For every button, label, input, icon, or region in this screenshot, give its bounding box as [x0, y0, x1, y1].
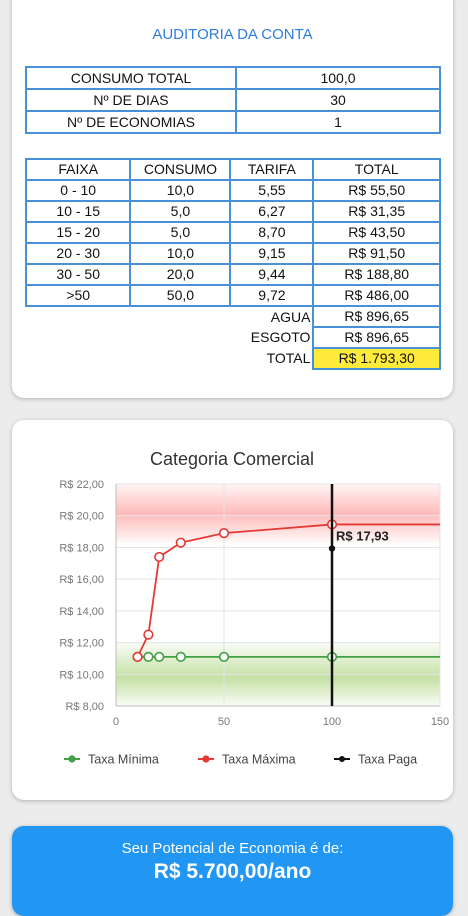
cell-total: R$ 91,50	[312, 242, 441, 265]
cell-consumo: 5,0	[129, 200, 232, 223]
cell-consumo: 50,0	[129, 284, 232, 307]
savings-banner: Seu Potencial de Economia é de: R$ 5.700…	[12, 826, 453, 916]
table-row: 30 - 50 20,0 9,44 R$ 188,80	[24, 263, 441, 286]
cell-tarifa: 9,72	[229, 284, 315, 307]
cell-tarifa: 9,15	[229, 242, 315, 265]
data-point	[175, 651, 186, 662]
legend-label: Taxa Mínima	[88, 753, 159, 767]
cell-consumo: 10,0	[129, 179, 232, 202]
summary-table: CONSUMO TOTAL 100,0 Nº DE DIAS 30 Nº DE …	[25, 66, 441, 134]
cell-tarifa: 6,27	[229, 200, 315, 223]
data-point	[175, 537, 186, 548]
data-point	[132, 651, 143, 662]
audit-title: AUDITORIA DA CONTA	[152, 26, 313, 43]
summary-label: CONSUMO TOTAL	[25, 66, 237, 90]
table-row: 10 - 15 5,0 6,27 R$ 31,35	[24, 200, 441, 223]
summary-label: Nº DE ECONOMIAS	[25, 110, 237, 134]
header-faixa: FAIXA	[24, 158, 132, 181]
savings-value: R$ 5.700,00/ano	[153, 860, 312, 883]
y-tick-label: R$ 20,00	[59, 511, 104, 523]
summary-row-economias: Nº DE ECONOMIAS 1	[25, 110, 441, 134]
cell-tarifa: 8,70	[229, 221, 315, 244]
cell-tarifa: 5,55	[229, 179, 315, 202]
header-total: TOTAL	[312, 158, 441, 181]
total-row: TOTAL R$ 1.793,30	[26, 347, 441, 370]
data-point	[154, 551, 165, 563]
x-tick-label: 50	[218, 716, 230, 728]
legend-marker	[339, 756, 345, 762]
cell-total: R$ 55,50	[312, 179, 441, 202]
x-tick-label: 150	[431, 716, 449, 728]
table-row: >50 50,0 9,72 R$ 486,00	[24, 284, 441, 307]
cell-faixa: 10 - 15	[24, 200, 132, 223]
y-tick-label: R$ 14,00	[59, 606, 104, 618]
cell-total: R$ 486,00	[312, 284, 441, 307]
esgoto-value: R$ 896,65	[312, 326, 441, 349]
legend-marker	[202, 755, 210, 763]
savings-caption: Seu Potencial de Economia é de:	[121, 840, 344, 857]
cell-total: R$ 188,80	[312, 263, 441, 286]
summary-row-dias: Nº DE DIAS 30	[25, 88, 441, 112]
summary-row-consumo: CONSUMO TOTAL 100,0	[25, 66, 441, 90]
esgoto-row: ESGOTO R$ 896,65	[26, 326, 441, 349]
y-tick-label: R$ 10,00	[59, 669, 104, 681]
x-tick-label: 0	[113, 716, 119, 728]
legend-label: Taxa Máxima	[222, 753, 296, 767]
tariff-table: FAIXA CONSUMO TARIFA TOTAL 0 - 10 10,0 5…	[24, 158, 441, 370]
y-tick-label: R$ 18,00	[59, 542, 104, 554]
data-point	[328, 545, 336, 552]
header-tarifa: TARIFA	[229, 158, 315, 181]
cell-consumo: 5,0	[129, 221, 232, 244]
y-tick-label: R$ 12,00	[59, 638, 104, 650]
x-tick-label: 100	[323, 716, 341, 728]
y-tick-label: R$ 8,00	[65, 701, 104, 713]
cell-faixa: >50	[24, 284, 132, 307]
agua-label: AGUA	[270, 308, 311, 325]
esgoto-label: ESGOTO	[250, 329, 311, 345]
cell-faixa: 15 - 20	[24, 221, 132, 244]
table-row: 15 - 20 5,0 8,70 R$ 43,50	[24, 221, 441, 244]
audit-card: AUDITORIA DA CONTA CONSUMO TOTAL 100,0 N…	[12, 0, 453, 398]
data-point	[154, 651, 165, 662]
data-point	[218, 651, 230, 662]
header-consumo: CONSUMO	[129, 158, 232, 181]
cell-faixa: 0 - 10	[24, 179, 132, 202]
agua-row: AGUA R$ 896,65	[26, 305, 441, 328]
total-value: R$ 1.793,30	[312, 347, 441, 370]
y-tick-label: R$ 22,00	[59, 479, 104, 491]
cell-tarifa: 9,44	[229, 263, 315, 286]
data-point	[143, 629, 154, 640]
chart-band	[116, 484, 440, 543]
summary-value: 1	[235, 110, 441, 134]
cell-total: R$ 31,35	[312, 200, 441, 223]
chart-title: Categoria Comercial	[150, 449, 314, 469]
summary-label: Nº DE DIAS	[25, 88, 237, 112]
data-point	[218, 528, 230, 539]
data-label: R$ 17,93	[336, 529, 389, 544]
legend-marker	[68, 755, 76, 763]
cell-total: R$ 43,50	[312, 221, 441, 244]
summary-value: 30	[235, 88, 441, 112]
y-tick-label: R$ 16,00	[59, 574, 104, 586]
data-point	[143, 651, 154, 662]
agua-value: R$ 896,65	[312, 305, 441, 328]
cell-consumo: 10,0	[129, 242, 232, 265]
chart-card: Categoria Comercial R$ 8,00 R$ 10,00 R$ 12…	[12, 420, 453, 800]
tariff-header-row: FAIXA CONSUMO TARIFA TOTAL	[24, 158, 441, 181]
legend-label: Taxa Paga	[358, 753, 417, 767]
total-label: TOTAL	[266, 350, 311, 366]
cell-faixa: 20 - 30	[24, 242, 132, 265]
table-row: 20 - 30 10,0 9,15 R$ 91,50	[24, 242, 441, 265]
line-chart: Categoria Comercial R$ 8,00 R$ 10,00 R$ 12…	[59, 449, 449, 767]
cell-consumo: 20,0	[129, 263, 232, 286]
cell-faixa: 30 - 50	[24, 263, 132, 286]
summary-value: 100,0	[235, 66, 441, 90]
table-row: 0 - 10 10,0 5,55 R$ 55,50	[24, 179, 441, 202]
